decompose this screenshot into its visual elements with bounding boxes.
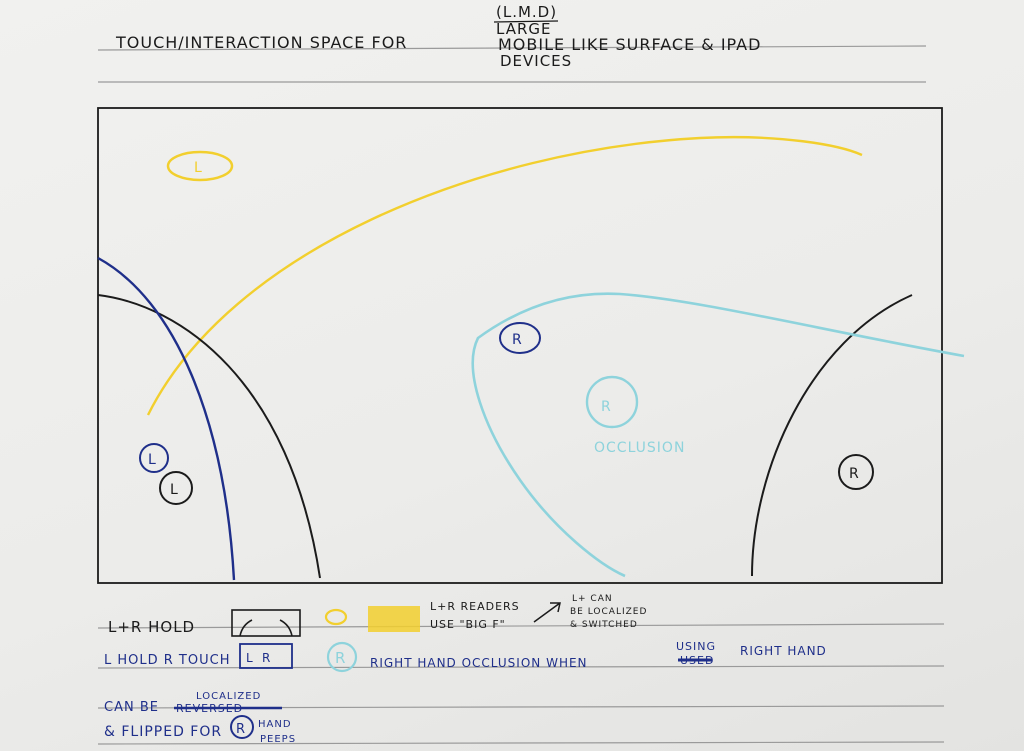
row2-marker <box>326 641 358 673</box>
right-hand-arc <box>751 294 913 577</box>
row4-marker <box>230 715 254 739</box>
occlusion-region <box>471 292 965 578</box>
row3-localized: LOCALIZED <box>196 691 261 702</box>
title-text: TOUCH/INTERACTION SPACE FOR <box>115 33 407 52</box>
row2-label: L HOLD R TOUCH <box>104 653 230 668</box>
marker-r-top: R <box>499 322 541 354</box>
eye-letter: L <box>194 160 203 176</box>
row1-label: L+R HOLD <box>108 618 195 636</box>
title-lmd: (L.M.D) <box>496 3 557 21</box>
row4-peeps: PEEPS <box>260 734 296 745</box>
row2-text: RIGHT HAND OCCLUSION WHEN <box>370 656 588 670</box>
notes-row-1: L+R HOLD L+R READERS USE "BIG F" L+ CAN … <box>108 594 647 637</box>
row1-yellow-box <box>368 606 420 632</box>
title-underline <box>493 20 559 23</box>
title-devices: DEVICES <box>500 52 572 70</box>
title-devices-line: MOBILE LIKE SURFACE & IPAD <box>498 35 761 54</box>
row1-eye-icon <box>324 608 348 626</box>
row4-hand: HAND <box>258 719 292 730</box>
row1-device-sketch <box>231 609 301 637</box>
row4-text: & FLIPPED FOR <box>104 724 222 740</box>
ruled-lines <box>97 45 945 745</box>
eye-icon: L <box>166 150 234 182</box>
occlusion-label: OCCLUSION <box>594 440 685 456</box>
row2-end: RIGHT HAND <box>740 644 827 658</box>
row2-device-sketch <box>239 643 293 669</box>
svg-text:R: R <box>849 466 860 482</box>
svg-text:L: L <box>246 651 254 665</box>
arrow-icon <box>533 602 561 623</box>
localize-3: & SWITCHED <box>570 620 638 630</box>
row3-can-be: CAN BE <box>104 700 159 715</box>
svg-text:L: L <box>170 482 179 498</box>
notes-row-3: CAN BE LOCALIZED REVERSED <box>104 691 282 715</box>
ltr-readers: L+R READERS <box>430 600 520 613</box>
row2-using: USING <box>676 640 716 653</box>
left-hand-blue-line <box>97 256 236 581</box>
svg-text:R: R <box>236 722 246 737</box>
svg-text:R: R <box>512 332 523 348</box>
notes-row-4: & FLIPPED FOR R HAND PEEPS <box>104 715 296 745</box>
svg-text:R: R <box>601 399 612 415</box>
svg-text:L: L <box>148 452 157 468</box>
reading-arc <box>146 135 863 416</box>
svg-text:R: R <box>335 649 346 667</box>
use-big-f: USE "BIG F" <box>430 618 506 631</box>
row1-right-thumb <box>279 619 293 637</box>
device-frame <box>97 107 943 584</box>
row1-left-thumb <box>239 619 253 637</box>
localize-2: BE LOCALIZED <box>570 607 647 617</box>
marker-r-black: R <box>838 454 874 490</box>
notes-row-2: L HOLD R TOUCH L R R RIGHT HAND OCCLUSIO… <box>104 640 827 673</box>
header: TOUCH/INTERACTION SPACE FOR (L.M.D) LARG… <box>115 3 761 70</box>
svg-text:R: R <box>262 651 271 665</box>
left-hand-arc <box>97 294 321 579</box>
marker-l-black: L <box>159 471 193 505</box>
title-large: LARGE <box>496 20 552 38</box>
marker-r-cyan: R <box>585 375 639 429</box>
localize-1: L+ CAN <box>572 594 613 604</box>
marker-l-blue: L <box>139 443 169 473</box>
